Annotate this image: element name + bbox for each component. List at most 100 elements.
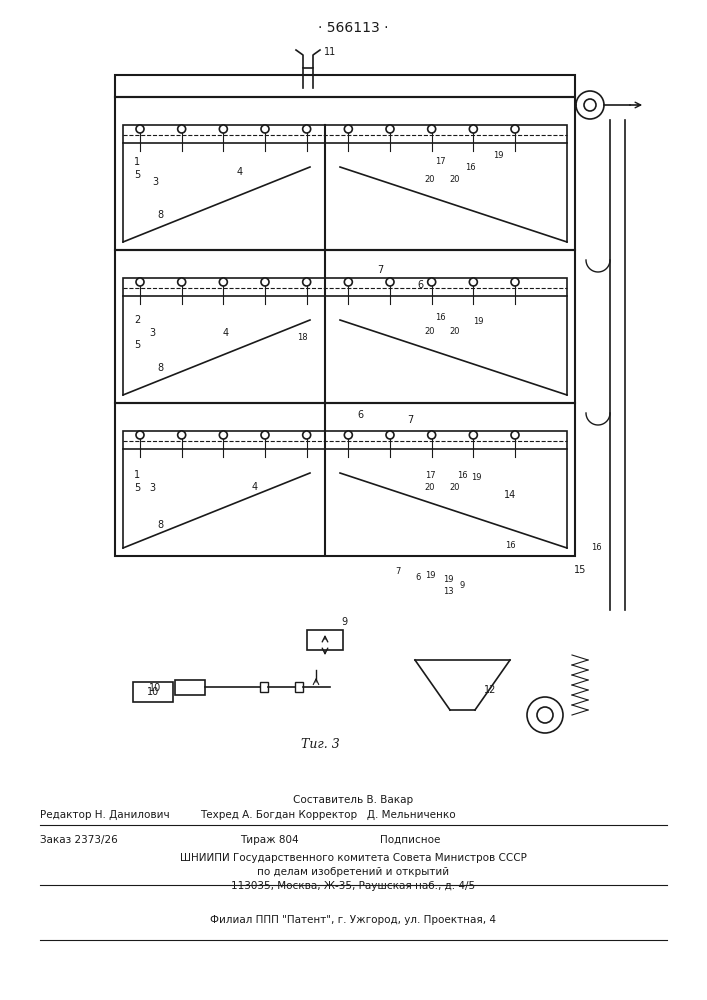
Bar (123, 431, 567, 449)
Text: 2: 2 (134, 315, 140, 325)
Text: 13: 13 (443, 587, 453, 596)
Circle shape (469, 125, 477, 133)
Text: 16: 16 (464, 163, 475, 172)
Text: 20: 20 (450, 484, 460, 492)
Text: 8: 8 (157, 520, 163, 530)
Circle shape (136, 431, 144, 439)
Text: Техред А. Богдан Корректор   Д. Мельниченко: Техред А. Богдан Корректор Д. Мельниченк… (200, 810, 455, 820)
Circle shape (177, 278, 186, 286)
Bar (115, 75, 575, 97)
Text: 12: 12 (484, 685, 496, 695)
Text: 7: 7 (377, 265, 383, 275)
Text: Τиг. 3: Τиг. 3 (300, 738, 339, 752)
Text: 7: 7 (395, 568, 401, 576)
Text: 4: 4 (252, 482, 258, 492)
Circle shape (537, 707, 553, 723)
Circle shape (344, 125, 352, 133)
Text: 16: 16 (590, 544, 602, 552)
Text: 6: 6 (417, 280, 423, 290)
Circle shape (386, 431, 394, 439)
Circle shape (344, 278, 352, 286)
Text: Редактор Н. Данилович: Редактор Н. Данилович (40, 810, 170, 820)
Text: 17: 17 (435, 157, 445, 166)
Text: 16: 16 (435, 314, 445, 322)
Text: Заказ 2373/26: Заказ 2373/26 (40, 835, 118, 845)
Circle shape (428, 278, 436, 286)
Bar (295, 682, 303, 692)
Circle shape (261, 278, 269, 286)
Text: 8: 8 (157, 363, 163, 373)
Circle shape (177, 431, 186, 439)
Text: 15: 15 (574, 565, 586, 575)
Circle shape (219, 125, 228, 133)
Text: 9: 9 (460, 580, 464, 589)
Text: 20: 20 (425, 176, 436, 184)
Text: · 566113 ·: · 566113 · (317, 21, 388, 35)
Text: по делам изобретений и открытий: по делам изобретений и открытий (257, 867, 449, 877)
Circle shape (303, 431, 310, 439)
Circle shape (511, 278, 519, 286)
Circle shape (303, 278, 310, 286)
Text: 10: 10 (149, 683, 161, 693)
Text: Филиал ППП "Патент", г. Ужгород, ул. Проектная, 4: Филиал ППП "Патент", г. Ужгород, ул. Про… (210, 915, 496, 925)
Circle shape (511, 431, 519, 439)
Circle shape (136, 125, 144, 133)
Circle shape (177, 125, 186, 133)
Text: 11: 11 (324, 47, 336, 57)
Circle shape (527, 697, 563, 733)
Text: 5: 5 (134, 340, 140, 350)
Bar (307, 630, 343, 650)
Text: 4: 4 (237, 167, 243, 177)
Circle shape (469, 431, 477, 439)
Circle shape (428, 125, 436, 133)
Text: 20: 20 (425, 484, 436, 492)
Text: 6: 6 (357, 410, 363, 420)
Circle shape (428, 431, 436, 439)
Text: 20: 20 (425, 328, 436, 336)
Bar (115, 403, 575, 556)
Text: 3: 3 (149, 483, 155, 493)
Text: 3: 3 (149, 328, 155, 338)
Text: 10: 10 (147, 687, 159, 697)
Text: 5: 5 (134, 483, 140, 493)
Text: 1: 1 (134, 157, 140, 167)
Text: 19: 19 (471, 474, 481, 483)
Circle shape (261, 431, 269, 439)
Bar (123, 278, 567, 296)
Circle shape (219, 278, 228, 286)
Text: 19: 19 (493, 150, 503, 159)
Text: 3: 3 (152, 177, 158, 187)
Text: 5: 5 (134, 170, 140, 180)
Circle shape (386, 278, 394, 286)
Text: Тираж 804: Тираж 804 (240, 835, 298, 845)
Circle shape (469, 278, 477, 286)
Circle shape (303, 125, 310, 133)
Circle shape (576, 91, 604, 119)
Bar (260, 682, 268, 692)
Text: 20: 20 (450, 176, 460, 184)
Text: 19: 19 (425, 570, 436, 580)
Text: 113035, Москва, Ж-35, Раушская наб., д. 4/5: 113035, Москва, Ж-35, Раушская наб., д. … (231, 881, 475, 891)
Text: 7: 7 (407, 415, 413, 425)
Circle shape (511, 125, 519, 133)
Text: 14: 14 (504, 490, 516, 500)
Bar (123, 125, 567, 143)
Circle shape (584, 99, 596, 111)
Text: 19: 19 (443, 576, 453, 584)
Circle shape (386, 125, 394, 133)
Circle shape (219, 431, 228, 439)
Circle shape (344, 431, 352, 439)
Text: 1: 1 (134, 470, 140, 480)
Text: Подписное: Подписное (380, 835, 440, 845)
Text: 16: 16 (505, 540, 515, 550)
Bar (133, 682, 173, 702)
Text: 18: 18 (297, 332, 308, 342)
Bar (115, 250, 575, 403)
Text: 17: 17 (425, 471, 436, 480)
Bar (175, 680, 205, 695)
Circle shape (261, 125, 269, 133)
Text: ШНИИПИ Государственного комитета Совета Министров СССР: ШНИИПИ Государственного комитета Совета … (180, 853, 527, 863)
Text: Составитель В. Вакар: Составитель В. Вакар (293, 795, 413, 805)
Text: 4: 4 (223, 328, 229, 338)
Text: 19: 19 (473, 318, 484, 326)
